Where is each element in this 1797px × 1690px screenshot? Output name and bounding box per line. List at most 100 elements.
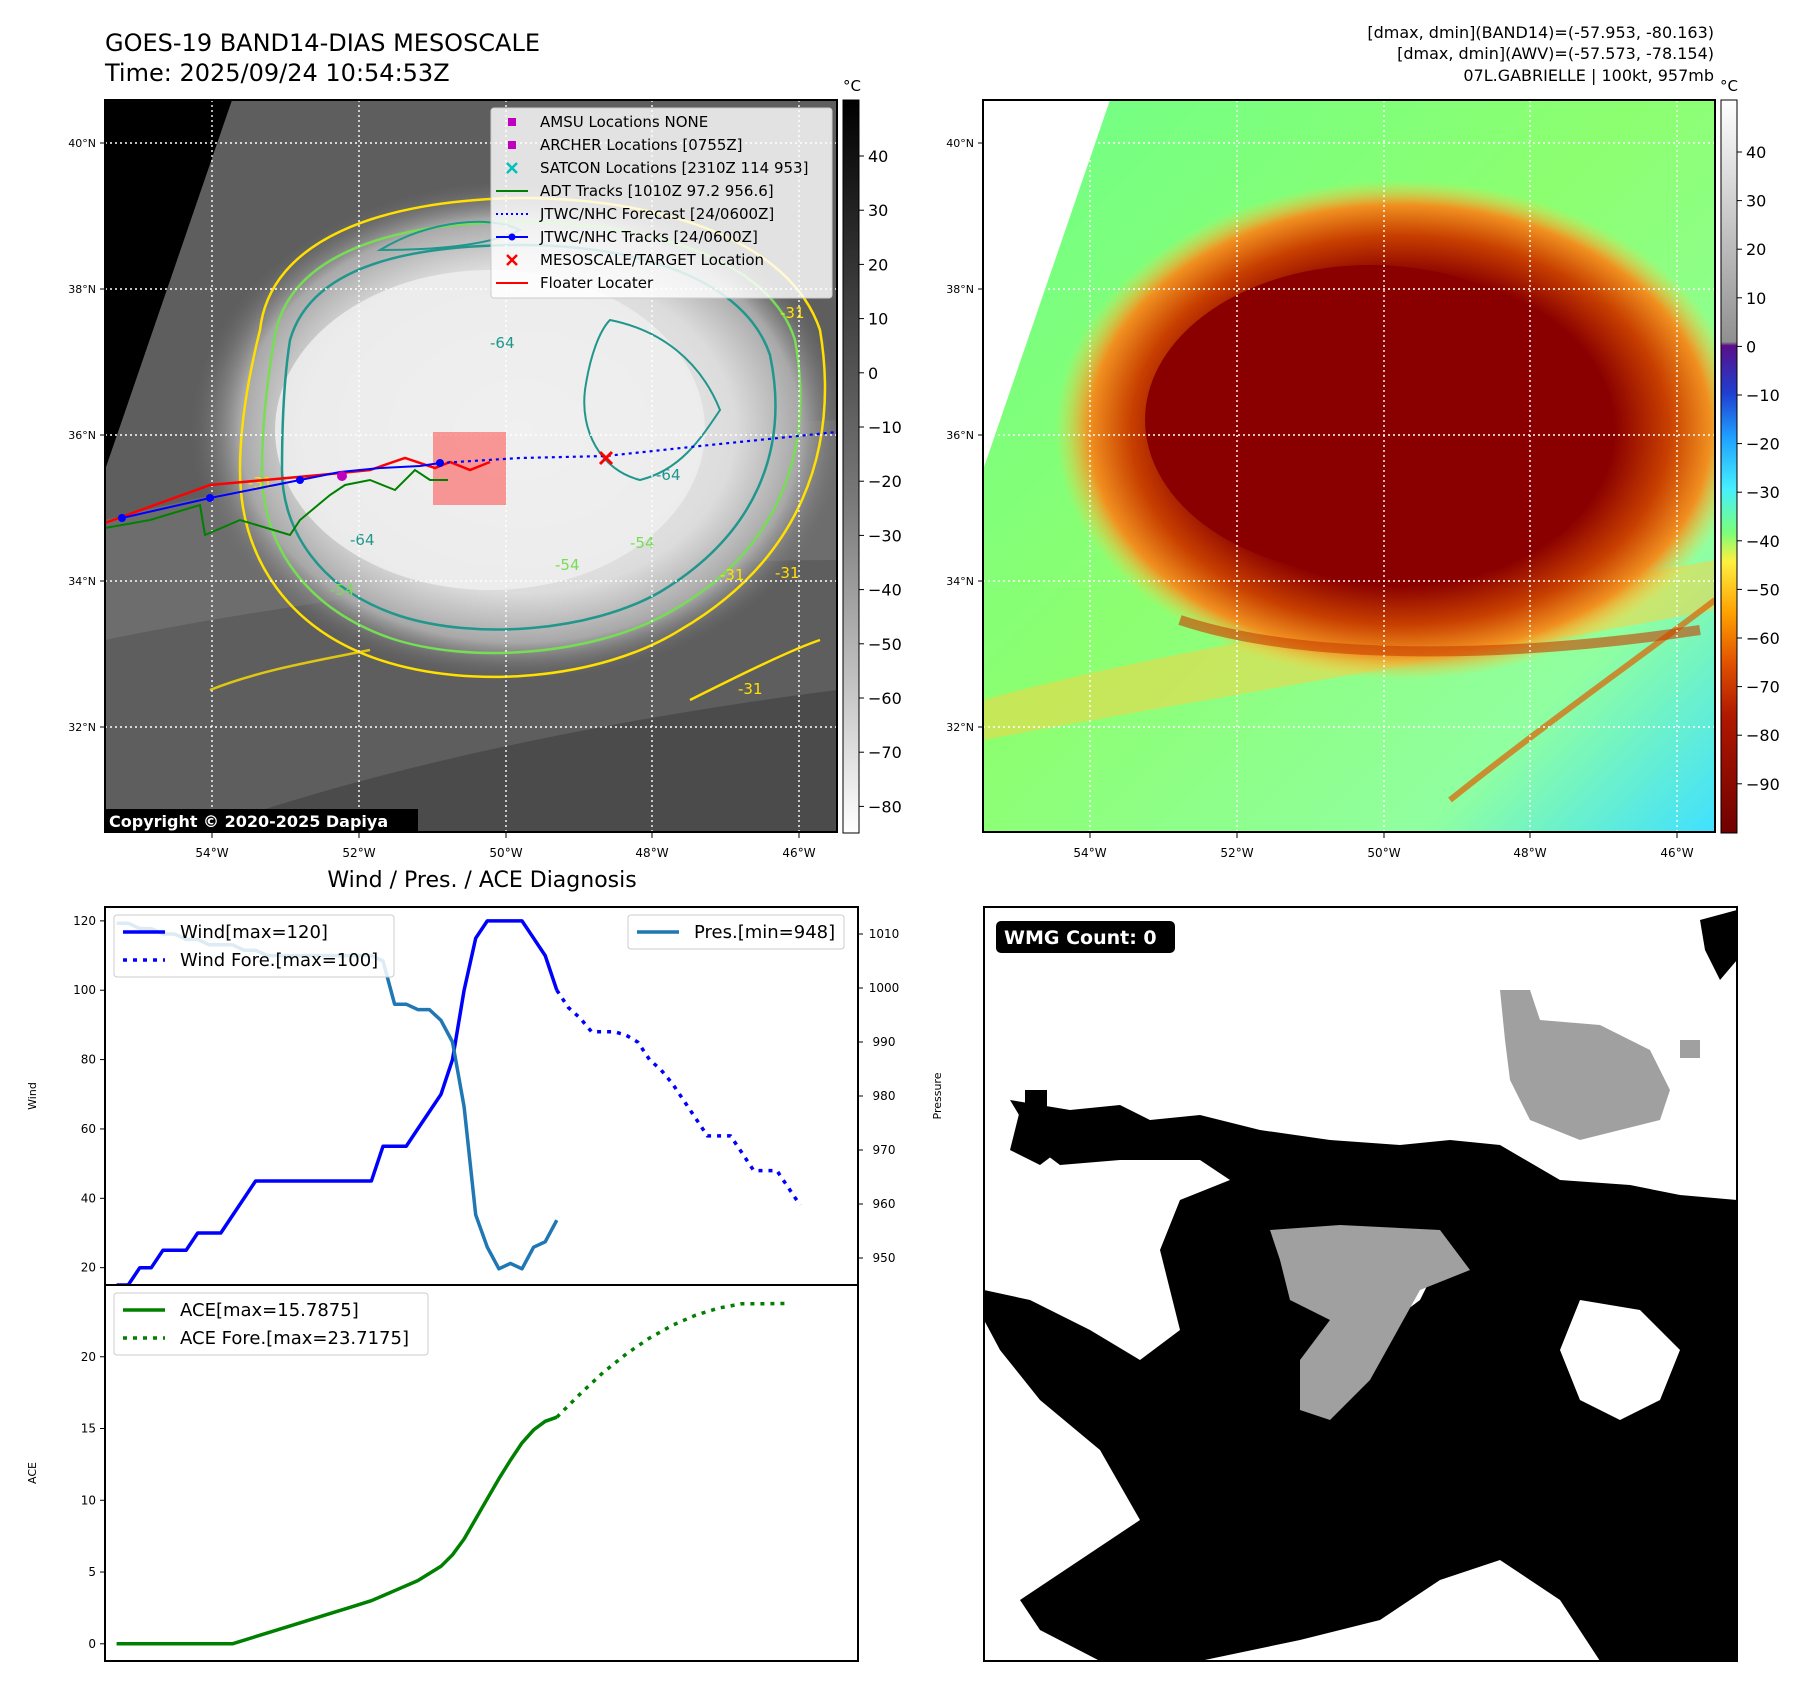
legend-label: ARCHER Locations [0755Z] xyxy=(540,136,743,154)
colorbar-tick-label: −40 xyxy=(868,581,902,600)
stats-awv: [dmax, dmin](AWV)=(-57.573, -78.154) xyxy=(1397,44,1714,63)
wmg-panel: WMG Count: 0 xyxy=(983,906,1738,1662)
chart-legend-box xyxy=(113,914,395,978)
archer-location-marker xyxy=(337,471,347,481)
y-tick-label: 5 xyxy=(88,1565,96,1579)
chart-time: Time: 2025/09/24 10:54:53Z xyxy=(104,59,450,87)
colorbar-tick-label: −70 xyxy=(1746,678,1780,697)
legend-item: SATCON Locations [2310Z 114 953] xyxy=(506,159,808,177)
right-map-panel: 40°N 38°N 36°N 34°N 32°N 54°W 52°W 50°W 48°W 46°W xyxy=(946,99,1716,860)
legend-marker xyxy=(506,254,518,266)
y-tick-label: 80 xyxy=(81,1053,96,1067)
y2-tick-label: 990 xyxy=(873,1035,896,1049)
colorbar-tick-label: −20 xyxy=(1746,435,1780,454)
left-map-panel: -64 -64 -64 -54 -54 -54 -31 -31 -31 -31 … xyxy=(68,99,838,860)
legend-label: Floater Locater xyxy=(540,274,654,292)
chart-legend: Wind[max=120] Wind Fore.[max=100] xyxy=(113,914,395,978)
chart-legend-box xyxy=(627,914,845,950)
y2-tick-label: 980 xyxy=(873,1089,896,1103)
colorbar-tick-label: −90 xyxy=(1746,775,1780,794)
copyright-box xyxy=(105,809,418,832)
wmg-count: WMG Count: 0 xyxy=(1004,927,1157,949)
lon-label: 46°W xyxy=(782,846,815,860)
y-tick-label: 20 xyxy=(81,1261,96,1275)
lat-label: 40°N xyxy=(68,137,96,150)
legend-item: JTWC/NHC Forecast [24/0600Z] xyxy=(496,205,774,223)
chart-legend: ACE[max=15.7875] ACE Fore.[max=23.7175] xyxy=(113,1292,429,1356)
mesoscale-target-marker xyxy=(598,450,614,466)
series-line xyxy=(116,919,559,1287)
colorbar-tick-label: −10 xyxy=(868,418,902,437)
legend-item: ADT Tracks [1010Z 97.2 956.6] xyxy=(496,182,774,200)
colorbar-tick-label: −80 xyxy=(1746,726,1780,745)
contour-label: -54 xyxy=(555,556,580,574)
colorbar-tick-label: −60 xyxy=(1746,629,1780,648)
contour-label: -54 xyxy=(330,581,355,599)
lon-label: 54°W xyxy=(195,846,228,860)
jtwc-track-point xyxy=(296,476,304,484)
colorbar-tick-label: −60 xyxy=(868,689,902,708)
colorbar-tick-label: 10 xyxy=(868,310,888,329)
lat-label: 40°N xyxy=(946,137,974,150)
chart-legend-label: Wind Fore.[max=100] xyxy=(180,950,378,971)
colorbar-tick-label: −10 xyxy=(1746,386,1780,405)
lat-label: 34°N xyxy=(68,575,96,588)
legend-label: JTWC/NHC Tracks [24/0600Z] xyxy=(539,228,758,246)
legend-label: AMSU Locations NONE xyxy=(540,113,708,131)
jtwc-track-point xyxy=(118,514,126,522)
y-tick-label: 10 xyxy=(81,1493,96,1507)
contour-label: -31 xyxy=(775,564,800,582)
contour-label: -31 xyxy=(738,680,763,698)
wmg-black-corner xyxy=(1700,910,1737,980)
series-line xyxy=(555,1301,789,1419)
right-colorbar xyxy=(1720,99,1738,834)
y-axis-label: Wind xyxy=(26,1082,39,1110)
legend-label: JTWC/NHC Forecast [24/0600Z] xyxy=(539,205,774,223)
lon-label: 46°W xyxy=(1660,846,1693,860)
y2-tick-label: 960 xyxy=(873,1197,896,1211)
y-tick-label: 15 xyxy=(81,1422,96,1436)
colorbar-tick-label: 0 xyxy=(1746,337,1756,356)
contour-label: -54 xyxy=(630,534,655,552)
colorbar-tick-label: 30 xyxy=(1746,192,1766,211)
adt-track xyxy=(105,468,448,537)
colorbar-tick-label: 20 xyxy=(868,255,888,274)
y-tick-label: 0 xyxy=(88,1637,96,1651)
legend-label: ADT Tracks [1010Z 97.2 956.6] xyxy=(540,182,774,200)
lon-label: 54°W xyxy=(1073,846,1106,860)
legend-marker xyxy=(508,233,516,241)
y2-axis-label: Pressure xyxy=(931,1072,944,1119)
lat-label: 36°N xyxy=(68,429,96,442)
wind-pressure-chart: 120 100 80 60 40 20 Wind 1010 1000 990 980 970 960 95… xyxy=(26,906,944,1287)
colorbar-tick-label: −20 xyxy=(868,472,902,491)
legend-label: SATCON Locations [2310Z 114 953] xyxy=(540,159,808,177)
lat-label: 36°N xyxy=(946,429,974,442)
lat-label: 32°N xyxy=(68,721,96,734)
contour-label: -64 xyxy=(350,531,375,549)
wmg-gray-region xyxy=(1270,1225,1470,1420)
y2-tick-label: 1010 xyxy=(869,927,900,941)
colorbar-tick-label: 30 xyxy=(868,201,888,220)
series-line xyxy=(116,1415,558,1646)
legend-item: ARCHER Locations [0755Z] xyxy=(508,136,743,154)
y-axis-label: ACE xyxy=(26,1462,39,1484)
legend-label: MESOSCALE/TARGET Location xyxy=(540,251,764,269)
legend-item: MESOSCALE/TARGET Location xyxy=(506,251,764,269)
y-tick-label: 100 xyxy=(73,983,96,997)
legend-marker xyxy=(508,141,516,149)
chart-legend-box xyxy=(113,1292,429,1356)
chart-title: GOES-19 BAND14-DIAS MESOSCALE xyxy=(105,29,540,57)
legend-marker xyxy=(506,162,518,174)
chart-legend-label: Pres.[min=948] xyxy=(694,922,835,943)
right-colorbar-unit: °C xyxy=(1720,77,1738,95)
y-tick-label: 60 xyxy=(81,1122,96,1136)
colorbar-tick-label: −80 xyxy=(868,797,902,816)
legend-item: JTWC/NHC Tracks [24/0600Z] xyxy=(496,228,758,246)
series-line xyxy=(555,989,802,1207)
y2-tick-label: 950 xyxy=(873,1251,896,1265)
lat-label: 34°N xyxy=(946,575,974,588)
y2-tick-label: 1000 xyxy=(869,981,900,995)
ace-chart: 20 15 10 5 0 ACE ACE[max=15.7875] ACE Fore.[max… xyxy=(26,1284,859,1662)
colorbar-tick-label: −30 xyxy=(868,526,902,545)
chart-legend: Pres.[min=948] xyxy=(627,914,845,950)
